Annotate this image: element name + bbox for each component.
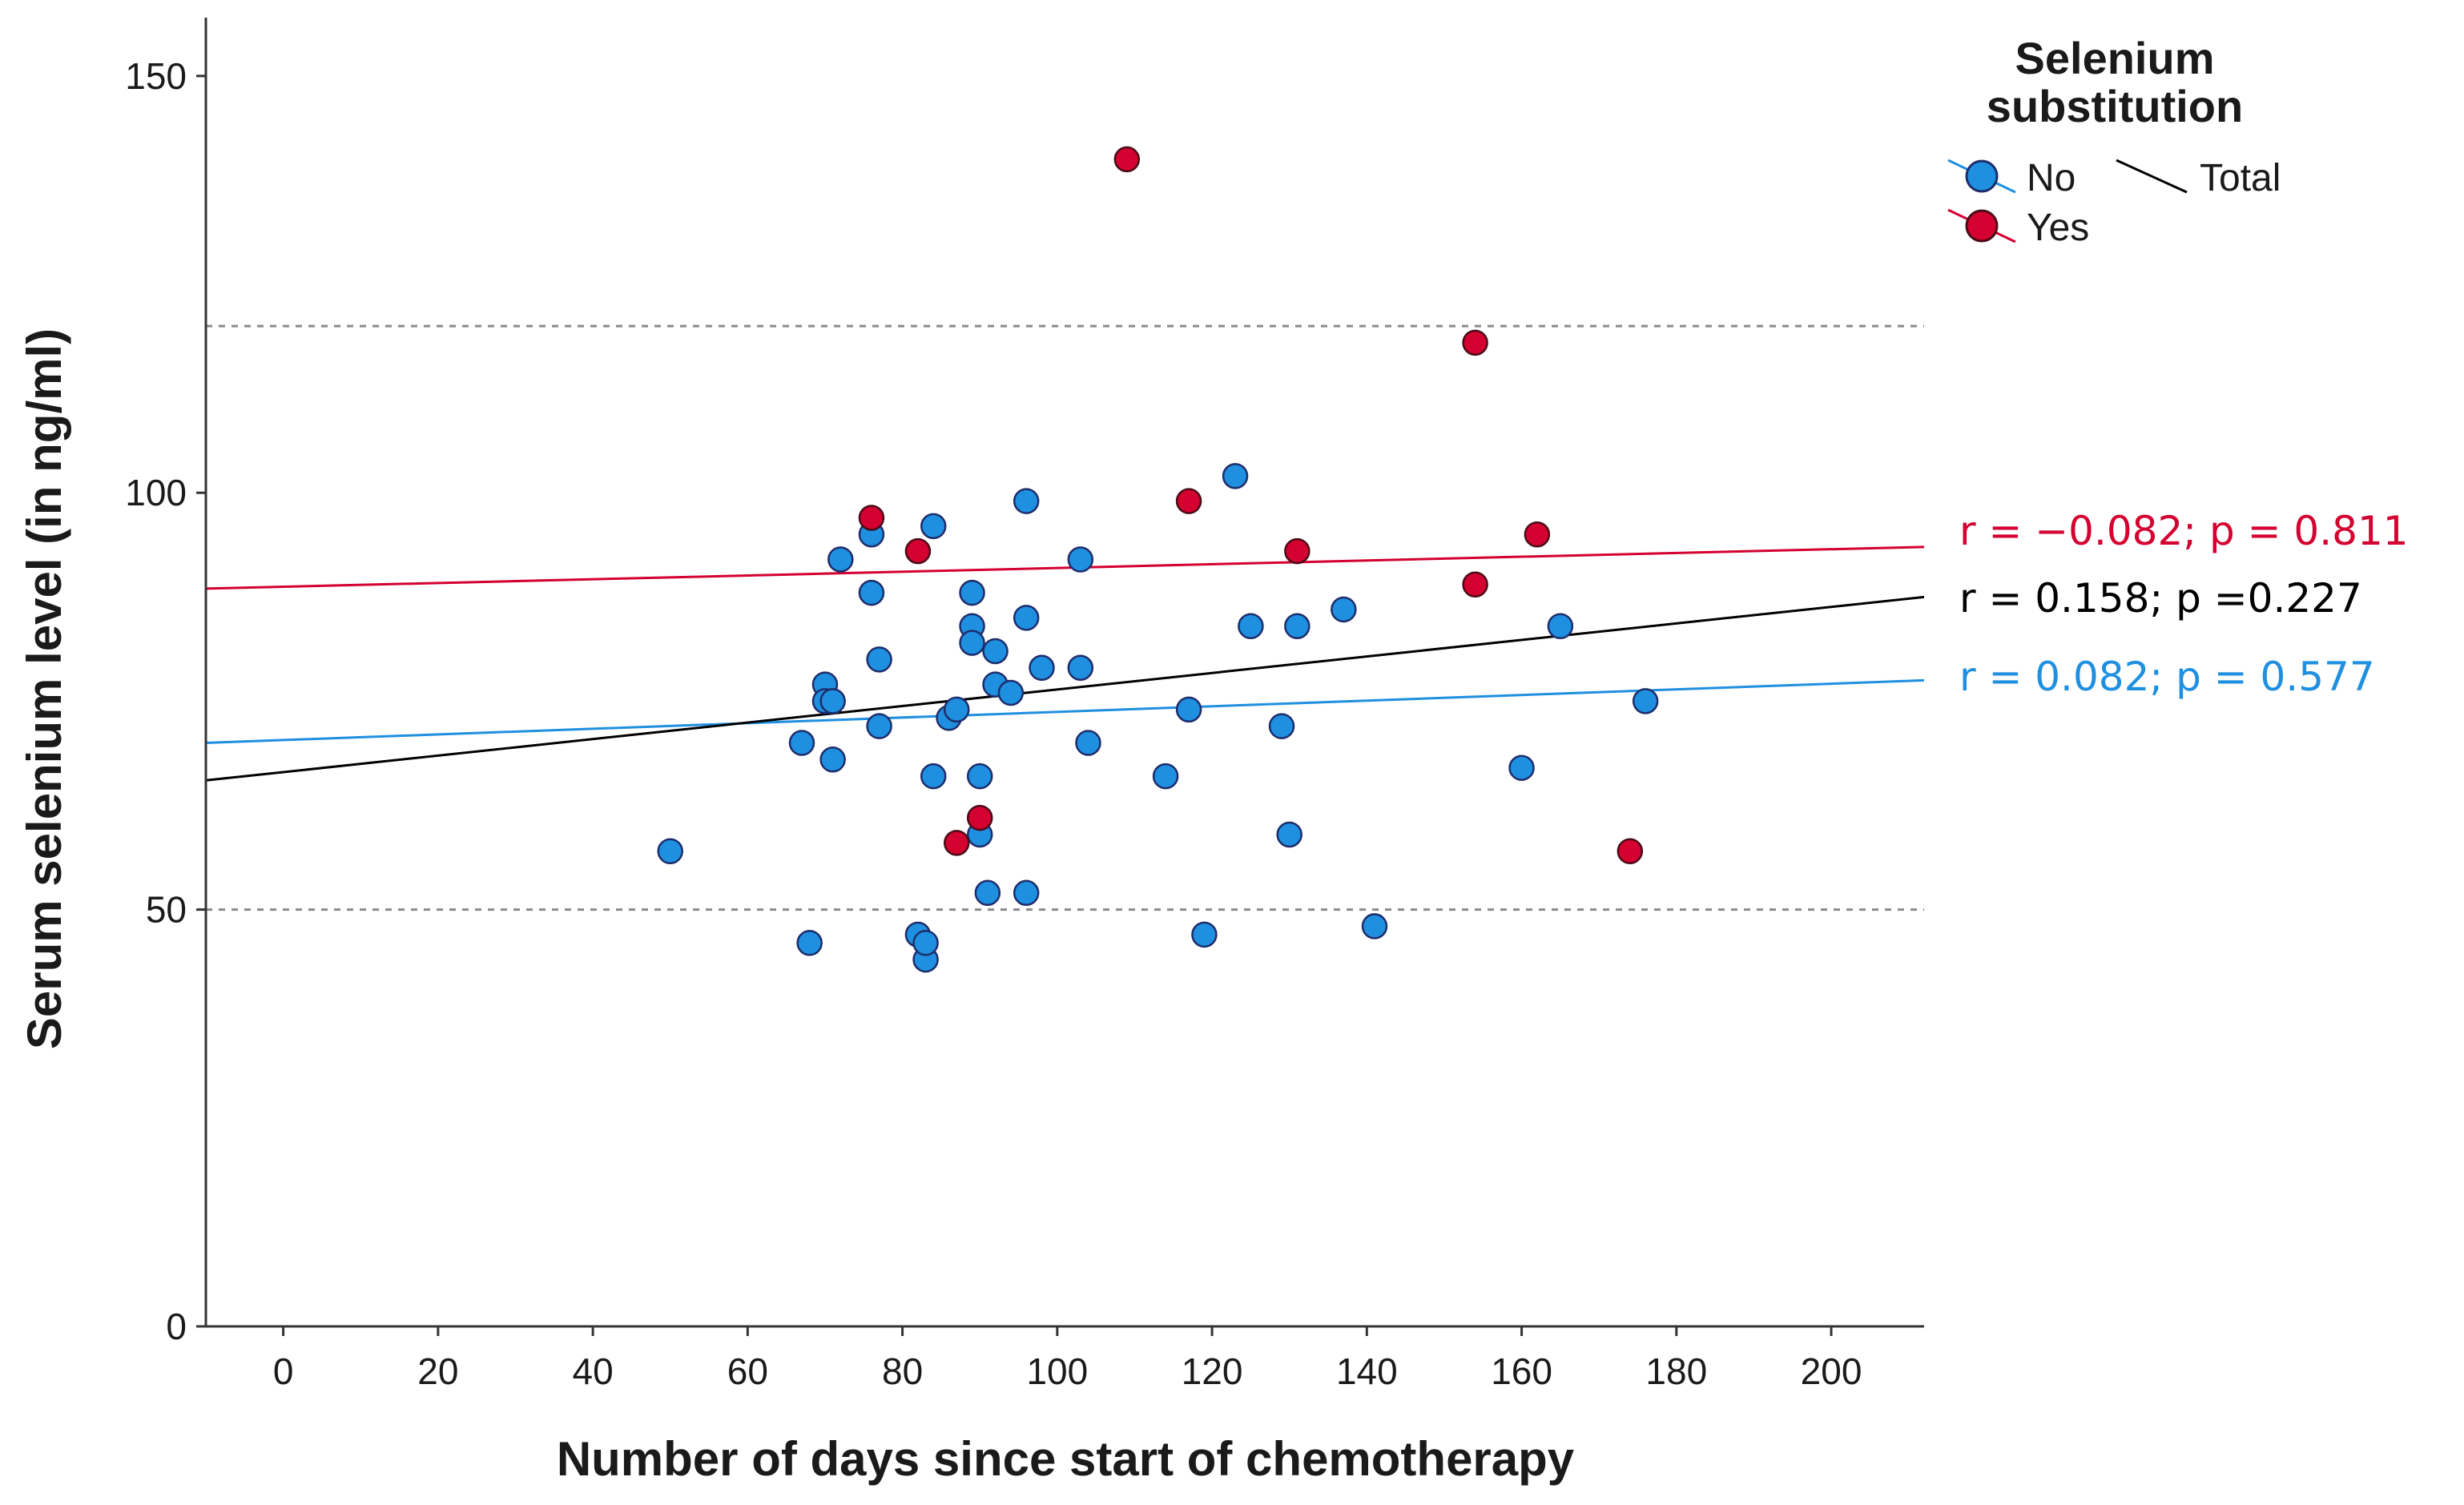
annotation-total: r = 0.158; p =0.227 [1959, 575, 2362, 622]
regression-lines [205, 545, 1925, 782]
y-axis-title: Serum selenium level (in ng/ml) [18, 328, 71, 1049]
data-point-no [1191, 921, 1218, 948]
data-point-no [1222, 463, 1249, 489]
legend-yes-marker [1965, 209, 1999, 243]
data-point-no [866, 646, 892, 673]
data-point-no [943, 696, 970, 723]
data-point-no [1067, 654, 1094, 682]
data-point-yes [1175, 488, 1202, 514]
legend-total-line [2116, 159, 2188, 194]
legend-no-marker [1965, 159, 1999, 193]
data-point-no [1284, 613, 1311, 640]
data-point-no [1268, 713, 1295, 739]
legend-no-label: No [2027, 157, 2075, 199]
data-point-no [997, 679, 1025, 706]
legend: Selenium substitution No Yes Total [1947, 33, 2281, 249]
data-point-no [819, 746, 846, 773]
data-point-yes [966, 804, 993, 831]
data-point-no [1508, 755, 1535, 781]
x-tick-label: 20 [417, 1350, 458, 1392]
data-point-no [1013, 605, 1040, 631]
data-point-no [920, 513, 947, 540]
x-tick-label: 100 [1026, 1350, 1088, 1392]
reference-lines [206, 324, 1924, 911]
data-point-yes [1462, 571, 1488, 598]
y-tick-label: 150 [125, 55, 187, 97]
data-point-no [1331, 596, 1357, 623]
data-point-no [1013, 879, 1040, 907]
data-point-yes [1616, 838, 1644, 865]
data-point-no [796, 929, 823, 956]
x-tick-label: 160 [1491, 1350, 1552, 1392]
data-point-no [1361, 913, 1388, 940]
data-point-yes [904, 537, 932, 565]
data-points [657, 146, 1659, 973]
data-point-no [1632, 688, 1659, 714]
legend-yes-label: Yes [2027, 207, 2089, 249]
data-point-no [788, 730, 815, 756]
data-point-no [858, 579, 885, 606]
x-tick-label: 60 [727, 1350, 768, 1392]
data-point-no [1013, 488, 1040, 514]
axes [204, 18, 1924, 1328]
data-point-no [1547, 613, 1574, 640]
y-tick-label: 100 [125, 472, 187, 513]
x-tick-label: 180 [1645, 1350, 1707, 1392]
data-point-no [866, 713, 892, 739]
y-tick-label: 50 [146, 889, 187, 931]
x-ticks: 0 20 40 60 80 100 120 140 160 180 200 [273, 1326, 1862, 1392]
x-tick-label: 200 [1801, 1350, 1862, 1392]
fit-line-yes [205, 545, 1925, 590]
data-point-no [959, 579, 985, 606]
data-point-no [1152, 763, 1179, 790]
data-point-yes [1113, 146, 1141, 173]
data-point-yes [1462, 329, 1488, 356]
y-tick-label: 0 [166, 1306, 187, 1347]
data-point-yes [1284, 537, 1311, 565]
data-point-no [1238, 613, 1264, 640]
data-point-no [974, 879, 1001, 907]
data-point-no [1067, 546, 1094, 573]
fit-line-total [205, 595, 1925, 782]
x-tick-label: 0 [273, 1350, 294, 1392]
x-tick-label: 140 [1336, 1350, 1398, 1392]
legend-total-label: Total [2200, 157, 2281, 199]
data-point-yes [858, 505, 885, 531]
data-point-no [819, 688, 846, 714]
data-point-no [1029, 654, 1055, 682]
annotation-no: r = 0.082; p = 0.577 [1959, 654, 2375, 700]
data-point-no [966, 763, 993, 790]
data-point-no [657, 838, 683, 865]
x-axis-title: Number of days since start of chemothera… [557, 1432, 1575, 1486]
data-point-no [959, 630, 985, 656]
legend-title-line-2: substitution [1987, 81, 2243, 131]
x-tick-label: 80 [882, 1350, 923, 1392]
data-point-yes [943, 830, 970, 856]
data-point-no [827, 546, 854, 573]
data-point-yes [1524, 521, 1551, 548]
data-point-no [920, 763, 947, 790]
annotation-yes: r = −0.082; p = 0.811 [1959, 508, 2409, 554]
legend-title-line-1: Selenium [2015, 33, 2215, 83]
data-point-no [1075, 730, 1101, 756]
data-point-no [1175, 696, 1202, 723]
x-tick-label: 120 [1182, 1350, 1243, 1392]
data-point-no [982, 638, 1009, 665]
y-ticks: 0 50 100 150 [125, 55, 206, 1347]
data-point-no [1276, 821, 1302, 848]
data-point-no [912, 929, 939, 956]
x-tick-label: 40 [573, 1350, 614, 1392]
